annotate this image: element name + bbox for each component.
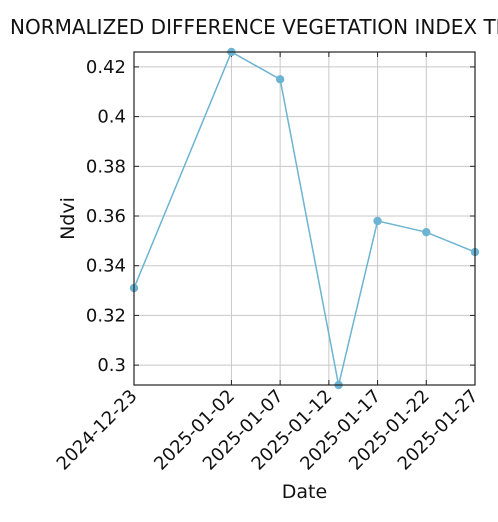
- y-tick-label: 0.42: [86, 57, 126, 78]
- y-axis-label: Ndvi: [57, 197, 79, 240]
- y-tick-label: 0.4: [97, 107, 126, 128]
- series-layer: [129, 47, 480, 390]
- series-line: [133, 50, 476, 386]
- x-axis-label: Date: [282, 481, 327, 503]
- y-tick-label: 0.32: [86, 305, 126, 326]
- y-tick-label: 0.38: [86, 156, 126, 177]
- y-tick-label: 0.36: [86, 206, 126, 227]
- y-tick-label: 0.3: [97, 355, 126, 376]
- grid: [133, 52, 476, 385]
- data-point: [373, 216, 382, 226]
- y-axis-ticks: 0.3 0.32 0.34 0.36 0.38 0.4 0.42: [86, 57, 475, 376]
- plot-frame: [133, 51, 476, 386]
- x-tick-label: 2024-12-23: [53, 386, 142, 475]
- data-point: [275, 75, 285, 84]
- y-tick-label: 0.34: [86, 256, 126, 277]
- chart-title: NORMALIZED DIFFERENCE VEGETATION INDEX T…: [10, 15, 498, 39]
- data-point: [422, 227, 431, 237]
